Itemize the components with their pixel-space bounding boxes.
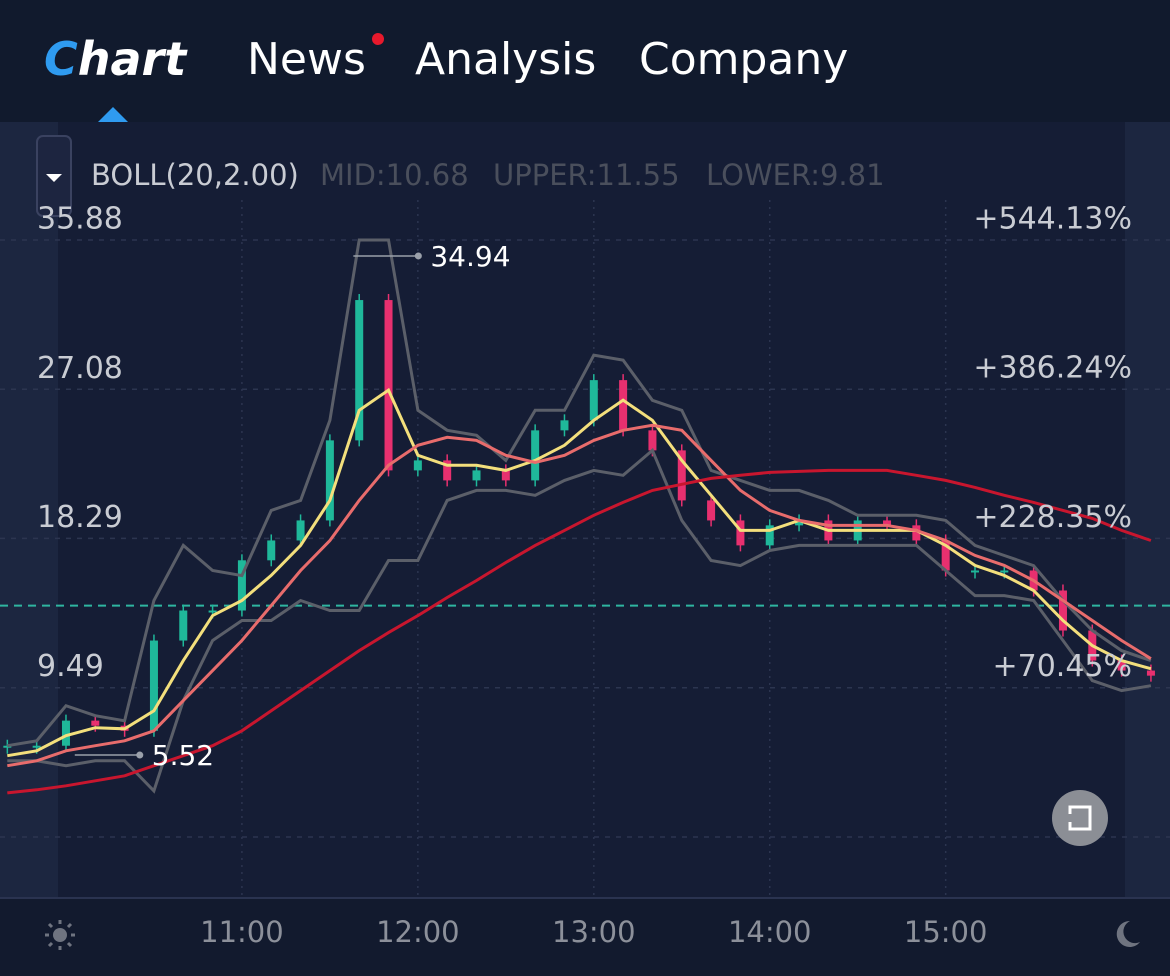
- x-tick-label: 14:00: [728, 915, 812, 949]
- candle: [91, 720, 100, 726]
- left-strip: [0, 122, 58, 898]
- candle: [1117, 660, 1126, 671]
- candle: [149, 640, 158, 731]
- candle: [883, 520, 892, 526]
- candle: [531, 430, 540, 481]
- y-tick-label: 9.49: [37, 649, 104, 684]
- indicator-line: [7, 423, 1152, 768]
- fullscreen-button[interactable]: [1052, 790, 1108, 846]
- dark-mode-icon[interactable]: [1116, 920, 1140, 947]
- active-tab-indicator: [98, 107, 128, 122]
- light-mode-icon[interactable]: [45, 920, 75, 950]
- candle: [208, 610, 217, 613]
- x-tick-label: 15:00: [904, 915, 988, 949]
- tab-analysis[interactable]: Analysis: [415, 34, 596, 85]
- indicator-line: [7, 447, 1152, 794]
- annotation-label: 34.94: [430, 240, 510, 273]
- candle: [912, 525, 921, 541]
- candle: [619, 380, 628, 431]
- candle: [179, 610, 188, 641]
- y-tick-label: 35.88: [37, 202, 123, 237]
- y2-tick-label: +544.13%: [973, 202, 1132, 237]
- candle: [677, 450, 686, 501]
- candle: [648, 430, 657, 451]
- indicator-name[interactable]: BOLL(20,2.00): [91, 158, 299, 192]
- tab-company[interactable]: Company: [639, 34, 848, 85]
- y2-tick-label: +386.24%: [973, 351, 1132, 386]
- candle: [1146, 670, 1155, 676]
- annotation-dot: [136, 751, 144, 759]
- chart-area: [0, 122, 1170, 898]
- annotation-dot: [414, 252, 422, 260]
- candle: [795, 520, 804, 526]
- indicator-mid: MID:10.68: [320, 158, 469, 192]
- candle: [237, 560, 246, 611]
- candle: [560, 420, 569, 431]
- y2-tick-label: +228.35%: [973, 500, 1132, 535]
- news-badge: [372, 33, 384, 45]
- candle: [707, 500, 716, 521]
- x-tick-label: 13:00: [552, 915, 636, 949]
- candle: [355, 300, 364, 441]
- candle: [413, 460, 422, 471]
- indicator-lower: LOWER:9.81: [706, 158, 885, 192]
- x-tick-label: 12:00: [376, 915, 460, 949]
- time-axis-bar: [0, 898, 1170, 976]
- candle: [443, 460, 452, 481]
- candle: [501, 470, 510, 481]
- annotation-label: 5.52: [152, 739, 214, 772]
- candle: [589, 380, 598, 421]
- x-tick-label: 11:00: [200, 915, 284, 949]
- candle: [1000, 570, 1009, 573]
- logo[interactable]: Chart: [44, 32, 188, 86]
- candle: [941, 540, 950, 571]
- y-tick-label: 18.29: [37, 500, 123, 535]
- candle: [765, 525, 774, 546]
- candle: [296, 520, 305, 541]
- y-tick-label: 27.08: [37, 351, 123, 386]
- candle: [3, 745, 12, 748]
- candle: [472, 470, 481, 481]
- candle: [736, 520, 745, 546]
- candle: [325, 440, 334, 521]
- right-strip: [1125, 122, 1170, 898]
- tab-news[interactable]: News: [247, 34, 366, 85]
- y2-tick-label: +70.45%: [992, 649, 1132, 684]
- indicator-upper: UPPER:11.55: [493, 158, 680, 192]
- indicator-line: [7, 387, 1152, 758]
- candle: [32, 745, 41, 748]
- indicator-line: [7, 238, 1152, 748]
- candle: [384, 300, 393, 471]
- header-bar: [0, 0, 1170, 122]
- indicator-line: [7, 468, 1152, 795]
- candle: [61, 720, 70, 746]
- candle: [1058, 590, 1067, 631]
- candle: [971, 570, 979, 573]
- candle: [267, 540, 276, 561]
